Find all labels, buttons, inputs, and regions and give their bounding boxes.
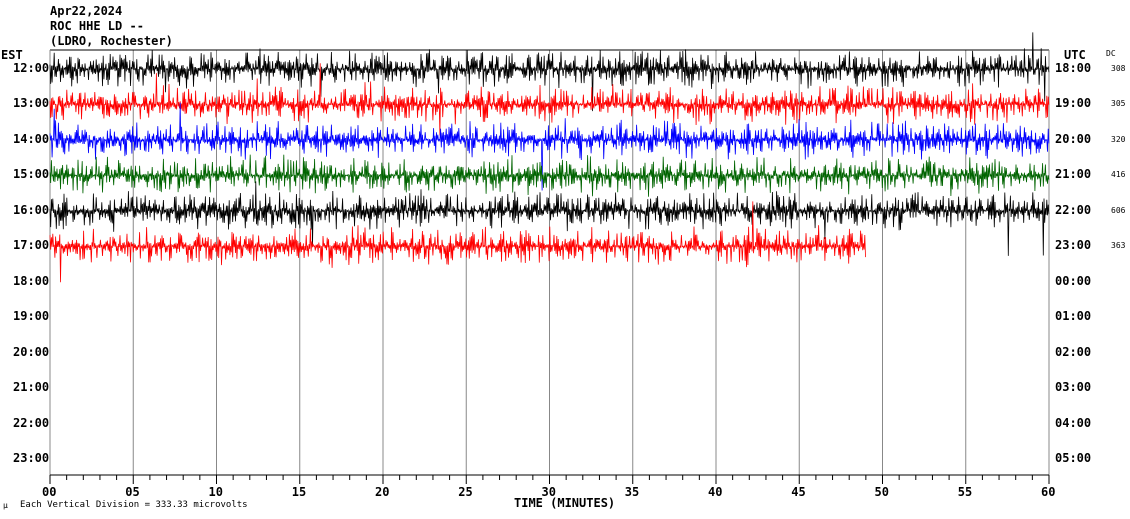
est-hour-label: 12:00: [13, 61, 50, 75]
x-tick-label: 05: [125, 485, 140, 499]
est-hour-label: 20:00: [13, 344, 50, 359]
dc-label: DC: [1106, 49, 1116, 58]
utc-hour-label: 04:00: [1055, 415, 1092, 430]
x-tick-label: 10: [208, 485, 223, 499]
utc-hour-label: 18:00: [1055, 61, 1092, 75]
x-tick-label: 25: [458, 485, 473, 499]
utc-hour-label: 19:00: [1055, 96, 1092, 111]
est-hour-label: 18:00: [13, 273, 50, 288]
est-hour-label: 17:00: [13, 238, 50, 253]
utc-hour-label: 20:00: [1055, 131, 1092, 146]
scale-note: Each Vertical Division = 333.33 microvol…: [20, 500, 248, 510]
x-tick-label: 30: [541, 485, 556, 499]
trace-row-1500: [49, 154, 1050, 197]
est-hour-label: 16:00: [13, 202, 50, 217]
trace-row-1600: [49, 181, 1050, 256]
x-tick-label: 60: [1041, 485, 1056, 499]
utc-hour-label: 22:00: [1055, 202, 1092, 217]
est-hour-label: 14:00: [13, 131, 50, 146]
dc-offset-value: 416: [1111, 170, 1126, 180]
utc-hour-label: 23:00: [1055, 238, 1092, 253]
trace-row-1300: [49, 63, 1050, 136]
trace-row-1700: [49, 201, 866, 283]
utc-hour-label: 01:00: [1055, 309, 1092, 324]
utc-hour-label: 00:00: [1055, 273, 1092, 288]
x-tick-label: 00: [42, 485, 57, 499]
dc-offset-value: 363: [1111, 241, 1126, 251]
station-code: ROC HHE LD --: [50, 19, 144, 33]
x-tick-label: 45: [791, 485, 806, 499]
x-tick-label: 20: [375, 485, 390, 499]
left-axis-label: EST: [1, 48, 23, 62]
utc-hour-label: 02:00: [1055, 344, 1092, 359]
est-hour-label: 23:00: [13, 450, 50, 465]
x-tick-label: 50: [874, 485, 889, 499]
dc-offset-value: 320: [1111, 134, 1126, 144]
x-tick-label: 35: [624, 485, 640, 499]
chart-date: Apr22,2024: [50, 4, 123, 18]
est-hour-label: 22:00: [13, 415, 50, 430]
est-hour-label: 21:00: [13, 380, 50, 395]
utc-hour-label: 03:00: [1055, 380, 1092, 395]
utc-hour-label: 21:00: [1055, 167, 1092, 182]
x-axis-title: TIME (MINUTES): [514, 496, 616, 510]
x-tick-label: 15: [291, 485, 307, 499]
est-hour-label: 13:00: [13, 96, 50, 111]
utc-hour-label: 05:00: [1055, 450, 1092, 465]
dc-offset-value: 308: [1111, 64, 1126, 73]
station-location: (LDRO, Rochester): [50, 34, 173, 48]
est-hour-label: 19:00: [13, 309, 50, 324]
trace-row-1400: [49, 102, 1050, 191]
footer-mark: µ: [3, 501, 8, 510]
dc-offset-value: 606: [1111, 205, 1126, 215]
est-hour-label: 15:00: [13, 167, 50, 182]
right-axis-label: UTC: [1064, 48, 1086, 62]
x-tick-label: 55: [957, 485, 973, 499]
x-tick-label: 40: [708, 485, 723, 499]
trace-row-1200: [49, 32, 1050, 112]
dc-offset-value: 305: [1111, 99, 1126, 109]
